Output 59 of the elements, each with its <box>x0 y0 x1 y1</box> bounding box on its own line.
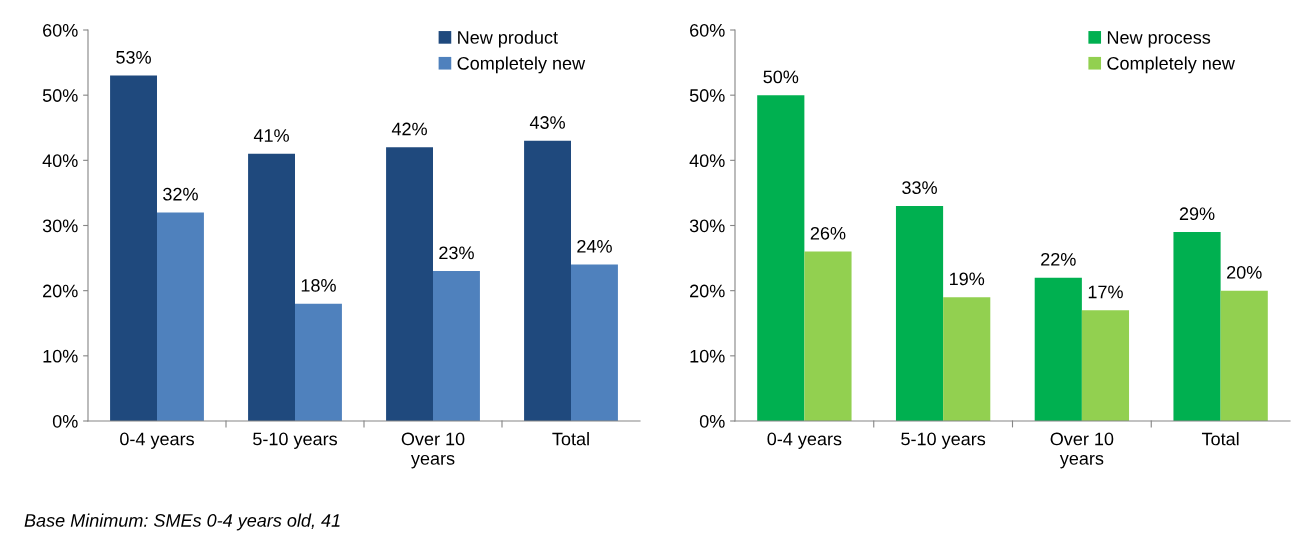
y-tick-label: 20% <box>43 284 78 298</box>
y-tick-label: 10% <box>690 349 725 363</box>
data-label: 26% <box>810 226 846 240</box>
y-tick-label: 10% <box>43 349 78 363</box>
y-tick-label: 20% <box>690 284 725 298</box>
x-tick-label: Over 10 years <box>401 432 465 469</box>
bar <box>295 303 342 421</box>
data-label: 29% <box>1179 207 1215 221</box>
bar <box>1220 290 1268 421</box>
x-tick-label: Total <box>1201 432 1239 446</box>
bar <box>943 297 991 421</box>
bar <box>433 271 480 421</box>
data-label: 53% <box>116 50 151 64</box>
bar <box>804 251 852 421</box>
y-tick-label: 30% <box>689 219 725 233</box>
data-label: 19% <box>950 272 985 286</box>
bar <box>571 264 618 421</box>
x-tick-label: 5-10 years <box>253 432 337 449</box>
legend-label: New process <box>1107 31 1211 48</box>
bar <box>157 212 204 421</box>
x-tick-label: 0-4 years <box>767 432 842 449</box>
bar <box>1081 310 1130 421</box>
text: Base Minimum: SMEs 0-4 years old, 41 <box>24 513 340 531</box>
bar <box>1173 232 1221 421</box>
y-tick-label: 0% <box>699 414 725 428</box>
bar <box>524 140 571 421</box>
data-label: 22% <box>1041 252 1076 266</box>
legend-label: New product <box>458 30 558 48</box>
legend-label: Completely new <box>1107 56 1235 74</box>
data-label: 42% <box>391 122 427 136</box>
data-label: 18% <box>301 279 336 292</box>
y-tick-label: 60% <box>43 23 78 37</box>
y-tick-label: 60% <box>690 23 725 37</box>
x-tick-label: Total <box>552 432 589 446</box>
bar <box>110 75 157 421</box>
bar <box>386 147 433 421</box>
data-label: 23% <box>439 246 474 260</box>
data-label: 24% <box>577 239 612 253</box>
y-tick-label: 50% <box>42 89 78 102</box>
y-tick-label: 30% <box>42 219 78 233</box>
x-tick-label: Over 10 years <box>1050 432 1114 469</box>
bar <box>248 153 295 421</box>
data-label: 41% <box>253 129 289 142</box>
legend-label: Completely new <box>457 56 586 74</box>
x-tick-label: 0-4 years <box>120 432 194 449</box>
y-tick-label: 40% <box>689 154 725 168</box>
y-tick-label: 40% <box>42 154 78 168</box>
y-tick-label: 0% <box>52 414 78 428</box>
bar <box>1034 277 1082 421</box>
bar <box>895 205 944 421</box>
data-label: 20% <box>1227 265 1262 279</box>
data-label: 43% <box>529 116 565 129</box>
y-tick-label: 50% <box>689 89 725 102</box>
bar <box>757 95 805 421</box>
data-label: 17% <box>1088 285 1123 299</box>
data-label: 32% <box>163 187 198 201</box>
x-tick-label: 5-10 years <box>901 432 986 449</box>
data-label: 33% <box>902 181 937 195</box>
data-label: 50% <box>763 70 799 84</box>
